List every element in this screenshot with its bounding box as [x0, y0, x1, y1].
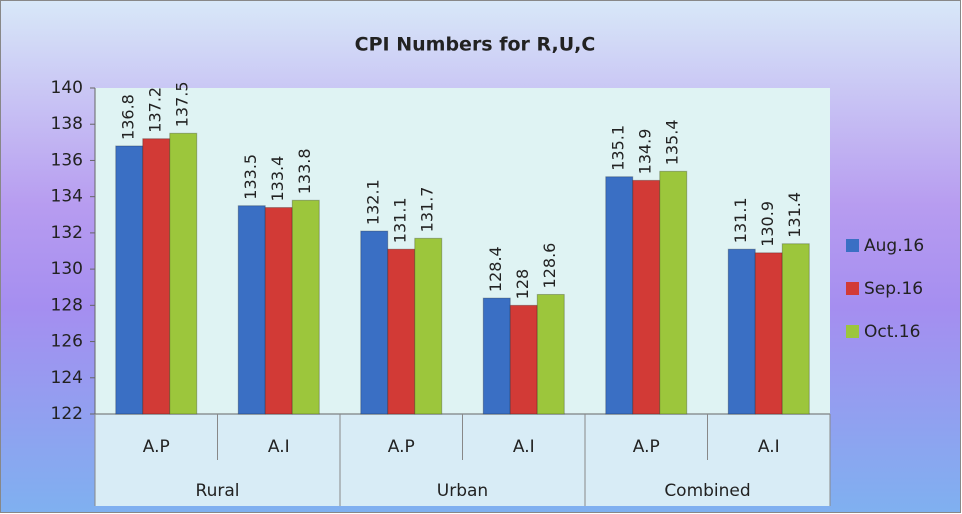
bar: [237, 205, 266, 415]
data-label: 133.8: [295, 148, 314, 194]
data-label: 135.1: [609, 125, 628, 171]
x-tick-label: A.P: [633, 437, 660, 457]
data-label: 135.4: [663, 119, 682, 165]
data-label: 132.1: [364, 179, 383, 225]
bar: [387, 248, 416, 415]
data-label: 131.1: [731, 197, 750, 243]
y-tick-label: 124: [51, 368, 83, 388]
data-label: 128: [513, 269, 532, 300]
data-label: 136.8: [119, 94, 138, 140]
data-label: 137.2: [146, 87, 165, 133]
y-tick-label: 138: [51, 114, 83, 134]
bar: [142, 138, 171, 415]
group-label: Rural: [196, 481, 240, 501]
group-label: Urban: [437, 481, 488, 501]
chart-title: CPI Numbers for R,U,C: [355, 34, 596, 56]
bar: [781, 243, 810, 415]
legend-label: Oct.16: [864, 322, 920, 342]
bar: [659, 170, 688, 415]
y-tick-label: 128: [51, 295, 83, 315]
bar: [632, 179, 661, 415]
y-tick-label: 126: [51, 332, 83, 352]
bar: [482, 297, 511, 415]
x-tick-label: A.P: [143, 437, 170, 457]
bar: [115, 145, 144, 415]
bar: [414, 237, 443, 415]
bar: [169, 132, 198, 415]
bar: [291, 199, 320, 415]
data-label: 134.9: [636, 129, 655, 175]
legend-label: Sep.16: [864, 279, 923, 299]
data-label: 131.7: [418, 187, 437, 233]
legend-swatch: [846, 325, 859, 338]
y-tick-label: 130: [51, 259, 83, 279]
data-label: 133.5: [241, 154, 260, 200]
data-label: 137.5: [173, 81, 192, 127]
data-label: 131.1: [391, 197, 410, 243]
x-tick-label: A.I: [758, 437, 780, 457]
data-label: 133.4: [268, 156, 287, 202]
y-tick-label: 140: [51, 78, 83, 98]
plot-area: [95, 88, 830, 414]
bar: [605, 176, 634, 415]
bar: [536, 293, 565, 415]
y-tick-label: 132: [51, 223, 83, 243]
y-tick-label: 122: [51, 404, 83, 424]
y-tick-label: 134: [51, 187, 83, 207]
data-label: 130.9: [758, 201, 777, 247]
data-label: 128.4: [486, 246, 505, 292]
x-tick-label: A.I: [513, 437, 535, 457]
data-label: 131.4: [785, 192, 804, 238]
bar: [754, 252, 783, 415]
y-tick-label: 136: [51, 150, 83, 170]
group-label: Combined: [664, 481, 750, 501]
x-tick-label: A.P: [388, 437, 415, 457]
data-label: 128.6: [540, 243, 559, 289]
legend-swatch: [846, 239, 859, 252]
bar: [727, 248, 756, 415]
legend-swatch: [846, 282, 859, 295]
x-tick-label: A.I: [268, 437, 290, 457]
bar: [509, 304, 538, 415]
bar: [360, 230, 389, 415]
bar: [264, 207, 293, 415]
legend-label: Aug.16: [864, 236, 924, 256]
